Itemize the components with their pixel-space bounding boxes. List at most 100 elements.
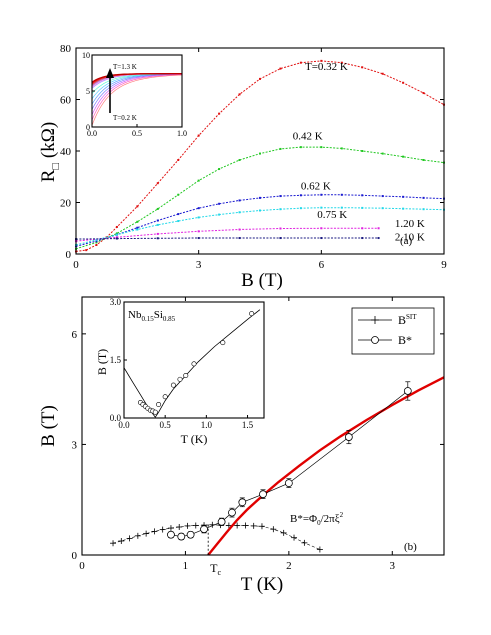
bstar-point [167,530,175,539]
y-tick-label: 40 [60,146,72,158]
data-point-1-2 [115,232,118,235]
data-point-3-11 [299,207,302,210]
bstar-point [284,479,293,488]
data-point-4-3 [197,230,200,233]
inset-y-tick-label: 10 [82,51,90,60]
data-point-4-8 [377,227,380,230]
bstar-point [238,498,247,507]
panel-a-inset-ticks: 0.0 0.5 1.0 0 5 10 [82,51,187,138]
x-tick-label: 2 [286,560,292,572]
y-tick-label: 80 [60,43,72,55]
svg-text:B*: B* [398,333,412,347]
legend-item-bstar: B* [358,333,412,347]
x-tick-label: 6 [319,259,325,271]
data-point-3-16 [402,207,405,210]
data-point-0-9 [218,112,221,115]
temperature-arrow-head [106,68,114,78]
bstar-point [217,517,226,526]
panel-b-ticks: 0 1 2 3 0 3 6 [72,297,444,572]
data-point-3-6 [197,216,200,219]
data-point-2-10 [279,195,282,198]
data-point-4-6 [320,227,323,230]
data-point-4-7 [361,227,364,230]
data-point-0-18 [402,81,405,84]
data-point-4-4 [238,228,241,231]
data-point-2-7 [218,202,221,205]
bstar-fit-curve [207,376,445,556]
x-tick-label: 0 [79,560,85,572]
data-point-3-7 [218,213,221,216]
data-point-1-1 [95,241,98,244]
data-point-2-13 [340,193,343,196]
inset-data-point [191,361,197,367]
bstar-point [259,490,267,499]
series-label-5: 2.10 K [395,232,425,244]
y-tick-label: 6 [72,329,78,341]
inset-fit-curve [123,309,261,418]
data-point-1-17 [422,159,425,162]
data-point-5-3 [197,237,200,240]
data-point-2-4 [156,219,159,222]
data-point-2-14 [361,194,364,197]
data-point-3-1 [95,238,98,241]
y-tick-label: 0 [66,249,72,261]
data-point-4-5 [279,227,282,230]
data-point-5-8 [377,237,380,240]
series-line-3 [75,207,445,246]
series-label-0: T=0.32 K [305,61,348,73]
panel-b-x-axis-label: T (K) [241,574,283,595]
data-point-2-12 [320,193,323,196]
data-point-0-5 [136,205,139,208]
y-tick-label: 0 [72,550,78,562]
data-point-1-11 [299,146,302,149]
data-point-5-4 [238,237,241,240]
data-point-1-6 [197,179,200,182]
inset-x-tick-label: 1.0 [177,129,187,138]
svg-text:R□ (kΩ): R□ (kΩ) [38,122,62,182]
panel-b-inset: 0.0 0.5 1.0 1.5 0.0 1.5 3.0 Nb0.15Si0.85 T (K)… [95,297,265,446]
data-point-3-3 [136,228,139,231]
inset-x-tick-label: 1.0 [201,420,213,430]
panel-a-inset: 0.0 0.5 1.0 0 5 10 T=1.3 K T=0.2 K [82,51,187,138]
x-tick-label: 9 [441,259,447,271]
inset-data-point [156,401,162,407]
data-point-3-17 [422,208,425,211]
panel-a-y-axis-label: R□ (kΩ) [38,122,62,182]
panel-b-series [110,376,445,556]
series-label-3: 0.75 K [317,209,347,221]
data-point-3-2 [115,233,118,236]
inset-curve-1 [91,74,182,121]
inset-y-tick-label: 3.0 [110,297,122,307]
inset-y-tick-label: 5 [86,87,90,96]
inset-x-tick-label: 0.5 [132,129,142,138]
panel-a-series [75,59,445,253]
tc-label: Tc [210,561,221,577]
panel-a: 0 3 6 9 0 20 40 60 80 T=0.32 K 0.42 K 0.62 K 0.75 K… [38,43,447,291]
y-tick-label: 3 [72,439,78,451]
data-point-0-8 [197,134,200,137]
bstar-point [344,433,353,441]
data-point-5-6 [320,237,323,240]
inset-material-label: Nb0.15Si0.85 [128,309,176,323]
bstar-point [186,530,195,539]
data-point-1-14 [361,150,364,152]
data-point-0-6 [156,182,159,185]
inset-y-tick-label: 0 [86,123,90,132]
x-tick-label: 3 [196,259,202,271]
inset-y-tick-label: 1.5 [110,355,122,365]
inset-x-axis-label: T (K) [181,432,208,446]
data-point-1-16 [402,155,405,158]
inset-x-tick-label: 0.0 [87,129,97,138]
legend-item-bsit: BSIT [358,313,417,327]
panel-a-x-axis-label: B (T) [241,270,283,291]
panel-b-y-axis-label: B (T) [38,405,59,447]
panel-a-ylabel-unit: (kΩ) [38,122,59,158]
data-point-2-6 [197,207,200,210]
data-point-0-11 [259,77,261,80]
data-point-1-15 [381,152,384,155]
data-point-3-8 [238,211,241,214]
panel-b-inset-ticks: 0.0 0.5 1.0 1.5 0.0 1.5 3.0 [110,297,254,430]
data-point-4-2 [156,232,159,235]
data-point-3-14 [361,206,364,209]
